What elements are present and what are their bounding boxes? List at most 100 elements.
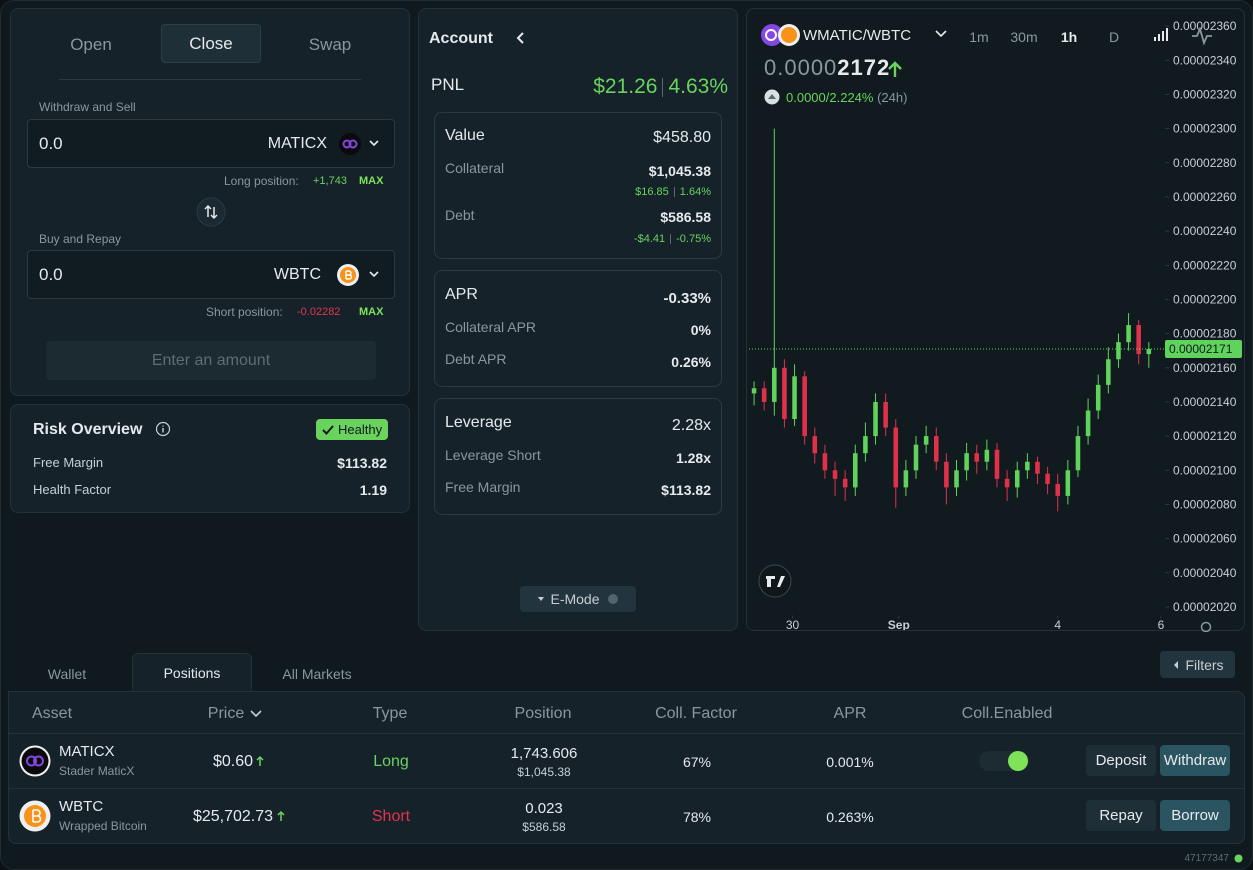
switch-button[interactable] xyxy=(196,197,226,227)
value-card: Value $458.80 Collateral $1,045.38 $16.8… xyxy=(434,112,722,259)
max-button[interactable]: MAX xyxy=(359,175,384,187)
candle-body xyxy=(792,376,797,420)
tab[interactable]: Swap xyxy=(308,35,352,54)
back-icon[interactable] xyxy=(515,31,527,45)
position-usd: $1,045.38 xyxy=(517,765,571,779)
submit-button[interactable]: Enter an amount xyxy=(46,341,376,380)
candle-body xyxy=(1085,410,1091,437)
pnl-values: $21.26 4.63% xyxy=(593,75,728,99)
x-tick-label: 4 xyxy=(1054,618,1061,630)
tab[interactable]: Open xyxy=(70,35,112,54)
positions-table: Asset Price Type Position Coll. Factor A… xyxy=(8,691,1245,844)
candle-body xyxy=(751,388,757,394)
toggle[interactable] xyxy=(978,750,1030,772)
candle-body xyxy=(1106,359,1111,385)
amount: 0.0 xyxy=(39,265,63,284)
column-header[interactable]: Price xyxy=(207,705,245,722)
candle-body xyxy=(832,470,838,479)
candle-body xyxy=(913,444,919,471)
interval[interactable]: 30m xyxy=(1010,29,1038,45)
y-tick-label: 0.00002320 xyxy=(1173,87,1237,101)
input-box[interactable]: 0.0 WBTC xyxy=(27,250,395,299)
account-panel: Account PNL $21.26 4.63% Value $458.80 Co… xyxy=(418,8,738,631)
price: 0.00002172 xyxy=(764,55,890,81)
asset-name: Wrapped Bitcoin xyxy=(59,819,147,833)
candle-body xyxy=(761,388,767,402)
filters-label: Filters xyxy=(1185,656,1224,673)
candle-body xyxy=(1035,461,1040,474)
tab-active[interactable]: Positions xyxy=(132,653,252,692)
filters-button[interactable]: Filters xyxy=(1160,651,1235,678)
check-icon xyxy=(322,425,334,435)
interval[interactable]: 1m xyxy=(969,29,989,45)
separator xyxy=(673,187,675,198)
candle-body xyxy=(873,401,878,437)
max-button[interactable]: MAX xyxy=(359,306,384,318)
position-label: Short position: xyxy=(206,305,283,319)
token-icon xyxy=(339,133,361,155)
card-head-label: APR xyxy=(445,286,478,303)
action-button[interactable]: Repay xyxy=(1086,800,1156,831)
status-text: Healthy xyxy=(338,422,383,437)
card-head-value: 2.28x xyxy=(671,417,711,434)
candle-body xyxy=(1095,384,1101,411)
candle-body xyxy=(974,453,980,462)
action-button[interactable]: Deposit xyxy=(1086,745,1156,776)
row-change: -$4.41 -0.75% xyxy=(634,233,711,245)
up-arrow xyxy=(888,61,902,77)
price: $25,702.73 xyxy=(192,808,274,825)
risk-panel: Risk Overview Healthy Free Margin $113.8… xyxy=(10,404,410,513)
tab-active[interactable]: Close xyxy=(161,24,261,63)
row-divider xyxy=(9,733,1244,734)
candle-body xyxy=(822,453,828,471)
action-button[interactable]: Withdraw xyxy=(1160,745,1230,776)
candle-body xyxy=(772,367,777,402)
position: 1,743.606 xyxy=(510,745,578,762)
chevron xyxy=(935,30,947,38)
candle-body xyxy=(893,427,899,488)
change-icon xyxy=(764,89,780,105)
token-icon xyxy=(337,264,359,286)
change: $16.85 xyxy=(635,186,669,198)
tab[interactable]: All Markets xyxy=(282,666,352,682)
apr: 0.001% xyxy=(826,754,874,770)
y-tick-label: 0.00002120 xyxy=(1173,429,1237,443)
candle-body xyxy=(883,401,888,428)
candlestick-chart: 0.00002020 0.00002040 0.00002060 0.00002080… xyxy=(749,19,1242,630)
row-value: $586.58 xyxy=(660,209,711,225)
candle-body xyxy=(842,478,848,488)
tab[interactable]: Wallet xyxy=(47,666,87,682)
amount: 0.0 xyxy=(39,134,63,153)
candle-body xyxy=(1126,325,1131,343)
x-tick-label: 6 xyxy=(1158,618,1165,630)
chevron xyxy=(369,271,379,278)
row-value: $1,045.38 xyxy=(648,163,711,179)
candle-body xyxy=(1075,436,1081,471)
input-box[interactable]: 0.0 MATICX xyxy=(27,119,395,168)
y-tick-label: 0.00002340 xyxy=(1173,53,1237,67)
y-tick-label: 0.00002200 xyxy=(1173,292,1237,306)
separator xyxy=(670,234,672,245)
price: $0.60 xyxy=(212,753,254,770)
change-pct: 1.64% xyxy=(679,186,711,198)
emode-button[interactable]: E-Mode xyxy=(520,586,636,612)
chevron xyxy=(369,140,379,147)
y-tick-label: 0.00002080 xyxy=(1173,497,1237,511)
x-tick-label: 30 xyxy=(786,618,800,630)
interval-active[interactable]: 1h xyxy=(1060,29,1078,45)
position-label: Long position: xyxy=(224,174,299,188)
up-arrow xyxy=(277,810,285,821)
interval[interactable]: D xyxy=(1108,29,1120,45)
candle-body xyxy=(1055,483,1060,496)
change: 0.0000/2.224% xyxy=(786,90,874,105)
change-pct: -0.75% xyxy=(676,233,711,245)
action-button[interactable]: Borrow xyxy=(1160,800,1230,831)
leverage-card: Leverage 2.28x Leverage Short 1.28x Free… xyxy=(434,398,722,515)
row-label: Free Margin xyxy=(445,479,521,495)
risk-title: Risk Overview xyxy=(33,421,143,438)
divider xyxy=(59,79,361,80)
candle-body xyxy=(802,376,807,437)
position-usd: $586.58 xyxy=(522,820,566,834)
candle-body xyxy=(903,470,909,488)
